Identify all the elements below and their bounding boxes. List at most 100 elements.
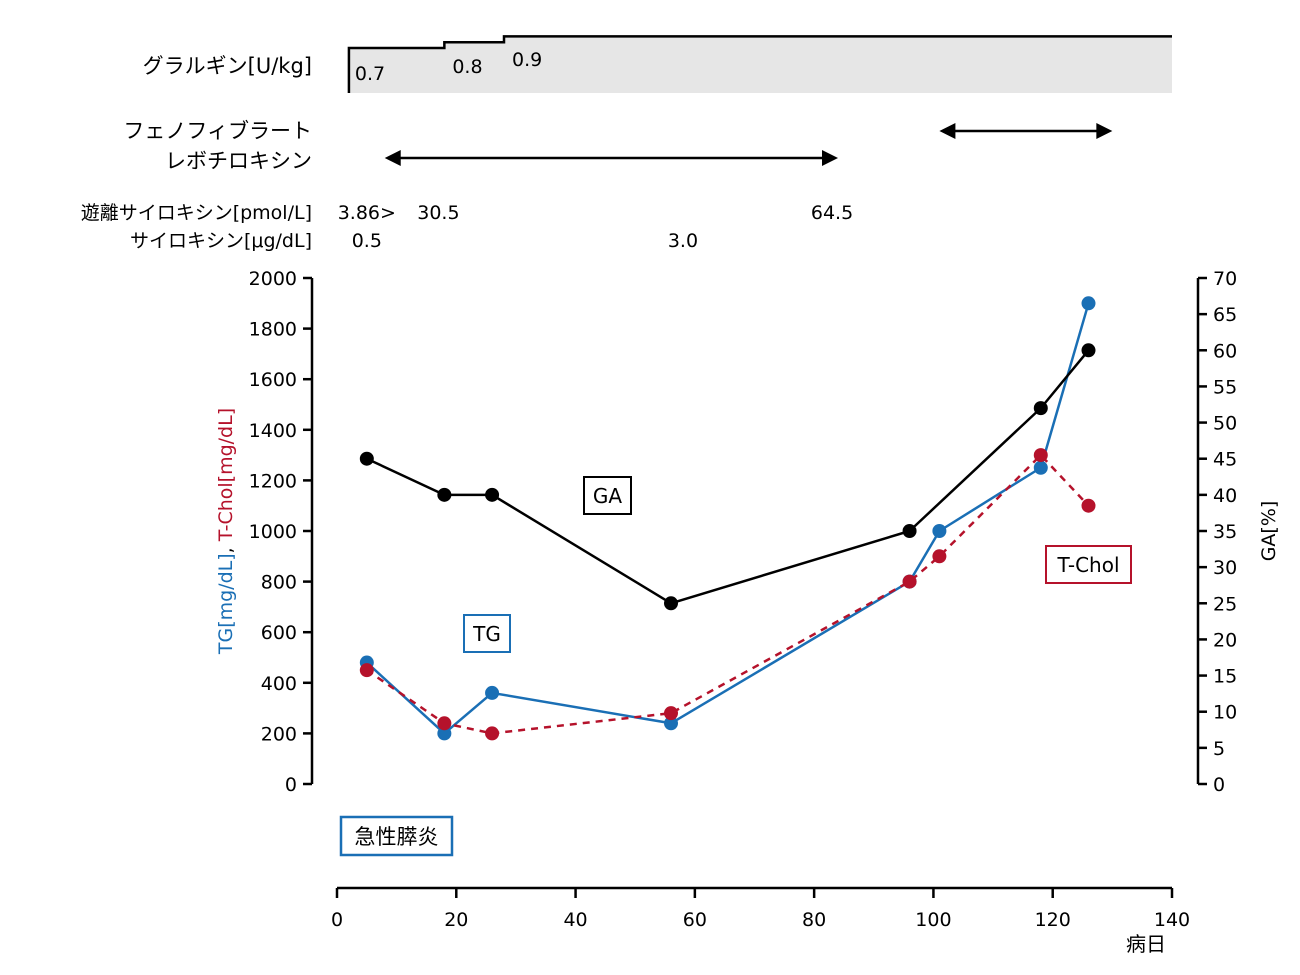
- t4-value-labels: 0.5 3.0: [352, 230, 698, 252]
- annotation-tg-text: TG: [472, 622, 501, 646]
- right-axis-tick-label: 0: [1213, 774, 1225, 796]
- levothyroxine-arrow-head-end: [822, 150, 838, 166]
- ft4-value-labels: 3.86> 30.5 64.5: [338, 202, 853, 224]
- right-axis-tick-label: 50: [1213, 413, 1237, 435]
- annotation-tg-box: [463, 614, 511, 653]
- ga-point: [902, 524, 917, 538]
- tg-line: [365, 302, 1090, 735]
- left-axis-tick-label: 400: [261, 673, 297, 695]
- left-y-axis-title: TG[mg/dL], T-Chol[mg/dL]: [215, 408, 237, 655]
- right-axis-tick-label: 25: [1213, 593, 1237, 615]
- right-axis-tick-label: 10: [1213, 702, 1237, 724]
- tg-point: [664, 716, 678, 731]
- ft4-label: 遊離サイロキシン[pmol/L]: [81, 202, 312, 224]
- glargine-label: グラルギン[U/kg]: [143, 54, 312, 78]
- x-axis-tick-label: 60: [683, 909, 707, 931]
- ga-series: [359, 343, 1096, 611]
- x-axis-tick-label: 80: [802, 909, 826, 931]
- right-axis-tick-label: 60: [1213, 340, 1237, 362]
- glargine-dose-label: 0.9: [512, 49, 542, 71]
- fenofibrate-period-arrow: [939, 123, 1113, 139]
- right-axis-tick-label: 30: [1213, 557, 1237, 579]
- annotation-tchol-box: [1045, 545, 1132, 584]
- left-axis-tick-label: 200: [261, 723, 297, 745]
- annotation-ga: GA: [583, 476, 632, 515]
- x-axis-tick-label: 120: [1035, 909, 1071, 931]
- t4-value: 0.5: [352, 230, 382, 252]
- t-chol-point: [437, 716, 452, 731]
- ga-point: [359, 451, 374, 466]
- left-y-axis: 0 200 400 600 800 1000 1200 1400 1600 1800 2000: [249, 268, 314, 796]
- tg-point: [437, 726, 452, 741]
- fenofibrate-label: フェノフィブラート: [123, 119, 312, 143]
- ga-point: [485, 487, 500, 502]
- levothyroxine-label: レボチロキシン: [165, 149, 312, 173]
- left-axis-tick-label: 1600: [249, 369, 297, 391]
- left-axis-tick-label: 600: [261, 622, 297, 644]
- x-axis-tick-label: 140: [1154, 909, 1190, 931]
- t4-value: 3.0: [668, 230, 698, 252]
- t-chol-series: [359, 448, 1096, 741]
- series-layer: [359, 296, 1096, 741]
- glargine-dose-label: 0.8: [452, 56, 482, 78]
- left-axis-tick-label: 2000: [249, 268, 297, 290]
- levothyroxine-period-arrow: [384, 150, 838, 166]
- tg-point: [932, 524, 947, 538]
- right-axis-tick-label: 20: [1213, 629, 1237, 651]
- medication-rows: フェノフィブラート レボチロキシン: [123, 119, 1113, 173]
- glargine-dose-label: 0.7: [355, 63, 385, 85]
- annotation-acute-pancreatitis-text: 急性膵炎: [355, 825, 439, 849]
- x-axis-tick-label: 20: [444, 909, 468, 931]
- t-chol-point: [359, 663, 374, 678]
- x-axis-tick-label: 100: [915, 909, 951, 931]
- fenofibrate-arrow-head-start: [939, 123, 956, 139]
- fenofibrate-arrow-head-end: [1096, 123, 1113, 139]
- annotation-ga-text: GA: [593, 484, 622, 508]
- right-y-axis-title: GA[%]: [1258, 501, 1280, 562]
- ga-point: [437, 487, 452, 502]
- t-chol-point: [485, 726, 500, 741]
- t4-label: サイロキシン[μg/dL]: [130, 230, 312, 252]
- x-axis-tick-label: 40: [563, 909, 587, 931]
- ga-point: [1081, 343, 1096, 358]
- tg-point: [1081, 296, 1096, 311]
- left-axis-tick-label: 0: [285, 774, 297, 796]
- left-axis-tick-label: 1400: [249, 420, 297, 442]
- annotation-tg: TG: [463, 614, 511, 653]
- ft4-value: 30.5: [417, 202, 459, 224]
- tg-point: [1033, 460, 1048, 475]
- left-axis-tick-label: 1000: [249, 521, 297, 543]
- annotation-acute-pancreatitis: 急性膵炎: [339, 815, 454, 857]
- t-chol-point: [664, 706, 678, 721]
- thyroid-rows: 遊離サイロキシン[pmol/L] サイロキシン[μg/dL] 3.86> 30.5…: [81, 202, 853, 252]
- t-chol-point: [902, 574, 917, 589]
- t-chol-point: [932, 549, 947, 564]
- right-axis-tick-label: 70: [1213, 268, 1237, 290]
- annotation-ga-box: [583, 476, 632, 515]
- tg-point: [485, 685, 500, 700]
- x-axis-title: 病日: [1126, 932, 1166, 956]
- left-axis-tick-label: 1800: [249, 319, 297, 341]
- left-axis-tick-label: 800: [261, 572, 297, 594]
- right-axis-tick-label: 5: [1213, 738, 1225, 760]
- t-chol-point: [1081, 498, 1096, 513]
- annotation-tchol-text: T-Chol: [1056, 553, 1119, 577]
- left-axis-title-part: ,: [215, 541, 237, 553]
- right-axis-tick-label: 40: [1213, 485, 1237, 507]
- glargine-dose-fill: [348, 36, 1172, 93]
- annotation-acute-pancreatitis-box: [339, 815, 454, 857]
- glargine-dose-labels: 0.7 0.8 0.9: [355, 49, 542, 85]
- right-axis-tick-label: 55: [1213, 376, 1237, 398]
- levothyroxine-arrow-head-start: [384, 150, 401, 166]
- right-axis-tick-label: 15: [1213, 666, 1237, 688]
- left-axis-title-part: T-Chol[mg/dL]: [215, 408, 237, 542]
- ga-line: [366, 349, 1090, 605]
- x-axis: 0 20 40 60 80 100 120 140: [331, 886, 1190, 931]
- ft4-value: 3.86>: [338, 202, 396, 224]
- ft4-value: 64.5: [811, 202, 853, 224]
- right-axis-tick-label: 35: [1213, 521, 1237, 543]
- ga-point: [1033, 401, 1048, 416]
- glargine-dose-step-line: [347, 35, 1172, 93]
- tg-series: [359, 296, 1096, 741]
